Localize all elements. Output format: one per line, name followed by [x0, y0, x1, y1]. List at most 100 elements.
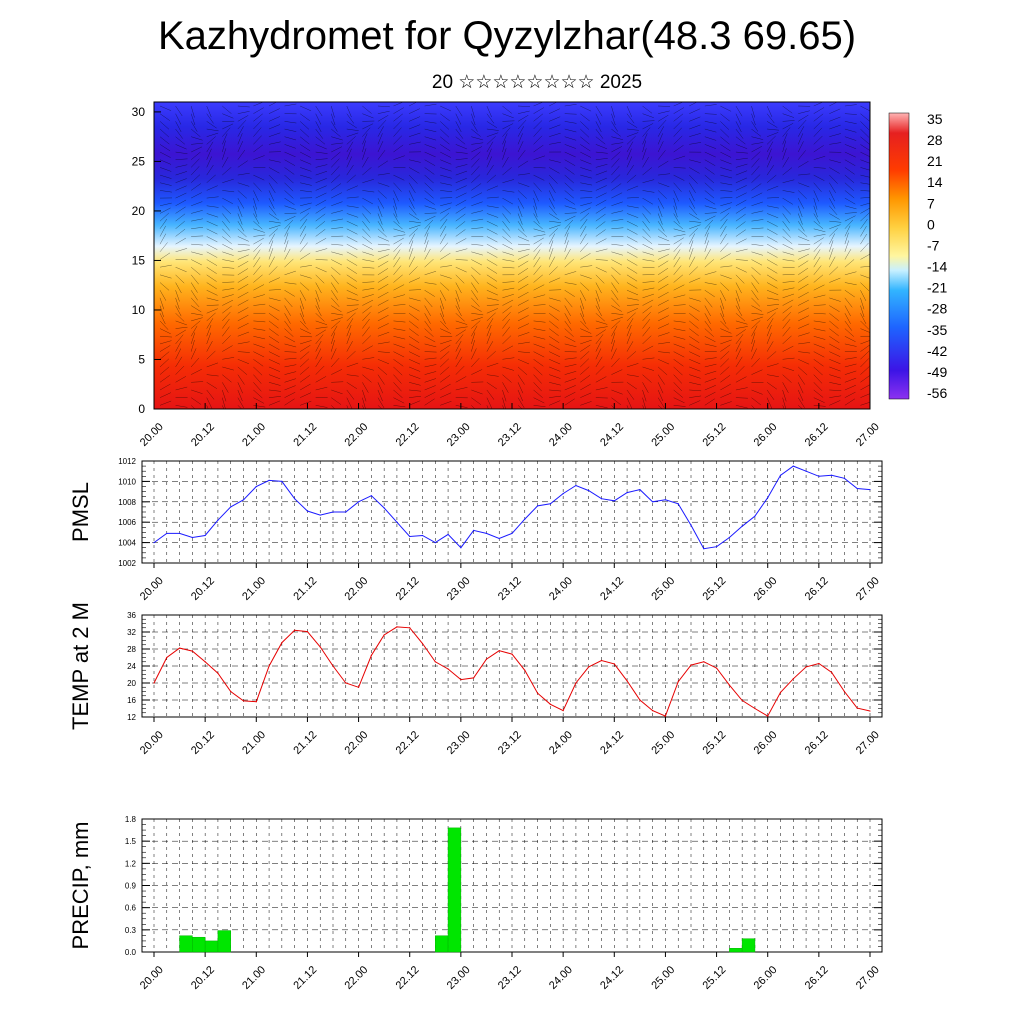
pmsl-point: [805, 470, 807, 472]
temp-point: [485, 658, 488, 660]
temp-point: [370, 654, 372, 656]
wind-vector: [284, 258, 294, 268]
wind-vector: [517, 260, 529, 268]
wind-vector: [486, 282, 498, 289]
wind-vector: [440, 274, 452, 279]
x-tick-label: 24.12: [598, 575, 626, 603]
wind-vector: [486, 251, 498, 258]
wind-vector: [611, 146, 623, 153]
wind-vector: [626, 205, 639, 209]
wind-vector: [362, 251, 374, 256]
wind-vector: [362, 311, 371, 322]
wind-vector: [268, 374, 281, 380]
temp-point: [511, 653, 513, 655]
wind-vector: [440, 167, 452, 172]
pmsl-point: [728, 536, 730, 539]
wind-vector: [191, 381, 204, 383]
wind-vector: [253, 174, 265, 181]
wind-vector: [393, 213, 400, 225]
wind-vector: [735, 113, 742, 125]
wind-vector: [331, 320, 341, 329]
wind-vector: [159, 174, 172, 179]
wind-vector: [331, 174, 341, 183]
wind-vector: [626, 135, 636, 145]
wind-vector: [766, 165, 774, 176]
wind-vector: [782, 213, 790, 224]
wind-vector: [549, 277, 561, 283]
y-axis-label: TEMP at 2 M: [68, 602, 93, 730]
wind-vector: [673, 220, 683, 230]
colorbar-tick-label: 21: [927, 153, 943, 169]
wind-vector: [782, 179, 795, 183]
wind-vector: [564, 282, 577, 285]
wind-vector: [595, 387, 608, 391]
wind-vector: [548, 328, 559, 337]
wind-vector: [517, 382, 524, 394]
wind-vector: [502, 167, 512, 176]
wind-vector: [346, 297, 359, 301]
wind-vector: [284, 371, 297, 375]
wind-vector: [813, 113, 824, 122]
page-title: Kazhydromet for Qyzylzhar(48.3 69.65): [157, 14, 857, 58]
wind-vector: [502, 127, 511, 137]
wind-vector: [673, 366, 683, 376]
wind-vector: [486, 148, 492, 160]
wind-vector: [424, 190, 434, 199]
wind-vector: [689, 328, 699, 337]
wind-vector: [206, 324, 212, 337]
wind-vector: [657, 366, 668, 376]
wind-vector: [751, 320, 761, 329]
wind-vector: [829, 197, 836, 209]
wind-vector: [766, 185, 779, 191]
wind-vector: [408, 190, 415, 202]
wind-vector: [159, 128, 170, 138]
y-tick-label: 32: [127, 628, 136, 637]
wind-vector: [175, 365, 185, 375]
wind-vector: [689, 374, 701, 379]
wind-vector: [408, 256, 416, 268]
wind-vector: [237, 351, 250, 353]
wind-vector: [346, 374, 359, 377]
wind-vector: [377, 228, 387, 238]
wind-vector: [284, 232, 289, 245]
wind-vector: [206, 389, 215, 400]
wind-vector: [362, 167, 372, 176]
wind-vector: [299, 144, 311, 152]
wind-vector: [299, 252, 311, 260]
wind-vector: [860, 212, 870, 222]
wind-vector: [844, 357, 857, 360]
wind-vector: [688, 190, 695, 202]
wind-vector: [767, 128, 780, 131]
wind-vector: [393, 374, 402, 384]
wind-vector: [517, 397, 525, 409]
wind-vector: [688, 256, 696, 268]
wind-vector: [284, 159, 296, 166]
wind-vector: [331, 405, 336, 409]
wind-vector: [393, 220, 403, 230]
wind-vector: [315, 320, 328, 325]
wind-vector: [331, 259, 342, 266]
wind-vector: [175, 290, 180, 302]
wind-vector: [549, 305, 560, 312]
wind-vector: [829, 389, 842, 391]
wind-vector: [611, 136, 624, 141]
wind-vector: [595, 376, 607, 383]
wind-vector: [237, 283, 249, 291]
wind-vector: [299, 159, 312, 165]
wind-vector: [751, 312, 764, 315]
wind-vector: [331, 243, 344, 246]
wind-vector: [424, 320, 432, 331]
wind-vector: [222, 213, 230, 223]
wind-vector: [409, 389, 422, 392]
wind-vector: [782, 389, 787, 402]
y-tick-label: 0.0: [125, 948, 137, 957]
wind-vector: [797, 141, 804, 153]
wind-vector: [595, 213, 606, 222]
wind-vector: [268, 305, 280, 312]
wind-vector: [751, 305, 763, 312]
wind-vector: [642, 335, 652, 345]
x-tick-label: 21.12: [291, 575, 319, 603]
wind-vector: [237, 341, 250, 345]
wind-vector: [548, 213, 560, 221]
wind-vector: [844, 113, 857, 115]
